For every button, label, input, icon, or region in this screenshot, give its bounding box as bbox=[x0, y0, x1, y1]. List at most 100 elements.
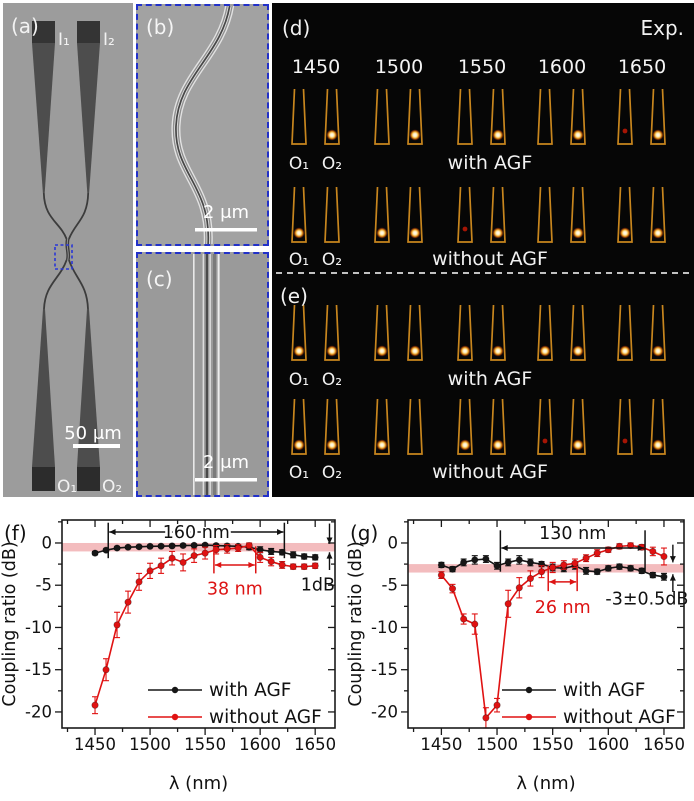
taper-outline bbox=[324, 88, 340, 145]
output-port-label-1: O₁ bbox=[57, 477, 77, 497]
arrow-head bbox=[569, 578, 577, 585]
emission-spot-bright bbox=[619, 227, 631, 239]
data-point bbox=[460, 615, 468, 623]
data-point bbox=[179, 558, 187, 566]
port-label-o1: O₁ bbox=[289, 463, 309, 483]
row-caption: without AGF bbox=[432, 461, 548, 483]
data-point bbox=[526, 574, 534, 583]
taper-outline bbox=[650, 304, 666, 361]
row-caption: without AGF bbox=[432, 248, 548, 270]
taper-outline bbox=[490, 186, 506, 243]
taper-outline bbox=[650, 88, 666, 145]
scalebar-c bbox=[195, 478, 257, 482]
output-block-2 bbox=[77, 467, 100, 491]
taper-outline bbox=[537, 398, 553, 455]
taper-outline bbox=[407, 88, 423, 145]
taper-outline bbox=[650, 186, 666, 243]
x-tick-label: 1550 bbox=[184, 735, 226, 754]
data-point bbox=[627, 564, 635, 572]
port-label-o2: O₂ bbox=[322, 250, 342, 270]
taper-outline bbox=[374, 304, 390, 361]
emission-spot-bright bbox=[326, 439, 338, 451]
data-point bbox=[460, 558, 468, 566]
panel-letter: (f) bbox=[4, 521, 27, 545]
emission-spot-faint bbox=[622, 438, 628, 444]
taper-outline bbox=[291, 88, 307, 145]
emission-spot-bright bbox=[293, 345, 305, 357]
panel-c-canvas: (c) 2 μm bbox=[138, 254, 267, 495]
taper-outline bbox=[537, 88, 553, 145]
taper-outline bbox=[324, 186, 340, 243]
taper-outline bbox=[457, 398, 473, 455]
data-point bbox=[649, 547, 657, 555]
chart-g: 130 nm 26 nm -3±0.5dB 1450 1500 1550 1600 1650 0… bbox=[346, 500, 694, 801]
tolerance-band bbox=[62, 542, 335, 552]
data-point bbox=[311, 562, 319, 570]
legend-label: with AGF bbox=[563, 680, 645, 701]
data-point bbox=[289, 551, 297, 559]
sem-background bbox=[3, 3, 133, 497]
data-point bbox=[504, 600, 512, 608]
arrow-head bbox=[109, 529, 116, 535]
series-without-AGF bbox=[91, 541, 319, 715]
x-tick-label: 1600 bbox=[587, 735, 629, 754]
panel-de-background bbox=[272, 3, 694, 497]
emission-spot-bright bbox=[539, 345, 551, 357]
emission-spot-bright bbox=[572, 439, 584, 451]
emission-spot-faint bbox=[542, 438, 548, 444]
arrow-head bbox=[326, 552, 333, 559]
waveguide-gap bbox=[213, 254, 216, 495]
input-block-1 bbox=[32, 21, 55, 43]
taper-outline bbox=[407, 186, 423, 243]
coupling-region-wg-2 bbox=[67, 238, 71, 261]
data-point bbox=[124, 543, 132, 551]
series-with-AGF bbox=[437, 555, 668, 581]
data-point bbox=[526, 558, 534, 566]
y-tick-label: -10 bbox=[25, 618, 52, 637]
emission-spot-bright bbox=[652, 129, 664, 141]
x-tick-label: 1550 bbox=[532, 735, 574, 754]
data-point bbox=[311, 553, 319, 561]
emission-spot-bright bbox=[326, 129, 338, 141]
taper-outline bbox=[570, 304, 586, 361]
taper-outline bbox=[490, 398, 506, 455]
data-point bbox=[593, 568, 601, 576]
legend-marker bbox=[525, 686, 533, 694]
taper-outline bbox=[490, 304, 506, 361]
waveguide-edge-3 bbox=[209, 254, 211, 495]
chart-canvas-g: 130 nm 26 nm -3±0.5dB 1450 1500 1550 1600 1650 0… bbox=[346, 519, 688, 794]
data-point bbox=[135, 543, 143, 551]
panel-e-label: (e) bbox=[280, 284, 308, 308]
data-point bbox=[448, 565, 457, 573]
data-point bbox=[493, 701, 501, 709]
port-label-o2: O₂ bbox=[322, 154, 342, 174]
legend-label: without AGF bbox=[209, 707, 322, 728]
data-point bbox=[471, 620, 479, 628]
data-point bbox=[278, 561, 286, 569]
taper-outline bbox=[617, 304, 633, 361]
arrow-head bbox=[277, 529, 284, 535]
legend-marker bbox=[171, 686, 179, 694]
wavelength-label: 1550 bbox=[458, 56, 506, 78]
taper-outline bbox=[650, 398, 666, 455]
taper-outline bbox=[490, 88, 506, 145]
row-caption: with AGF bbox=[448, 368, 533, 390]
emission-spot-bright bbox=[652, 227, 664, 239]
emission-spot-bright bbox=[409, 345, 421, 357]
wavelength-label: 1650 bbox=[618, 56, 666, 78]
data-point bbox=[300, 563, 308, 571]
emission-spot-bright bbox=[492, 345, 504, 357]
data-point bbox=[660, 573, 668, 581]
data-point bbox=[267, 547, 275, 555]
panel-b-canvas: (b) 2 μm bbox=[138, 6, 267, 244]
x-tick-label: 1500 bbox=[476, 735, 518, 754]
data-point bbox=[157, 562, 165, 570]
input-taper-2 bbox=[77, 43, 100, 193]
legend-marker bbox=[171, 713, 179, 721]
plot-frame bbox=[61, 519, 336, 729]
data-point bbox=[560, 561, 568, 569]
x-tick-label: 1500 bbox=[129, 735, 171, 754]
data-point bbox=[437, 561, 445, 569]
panel-c-sem-straight: (c) 2 μm bbox=[136, 252, 269, 497]
legend-label: with AGF bbox=[209, 680, 291, 701]
